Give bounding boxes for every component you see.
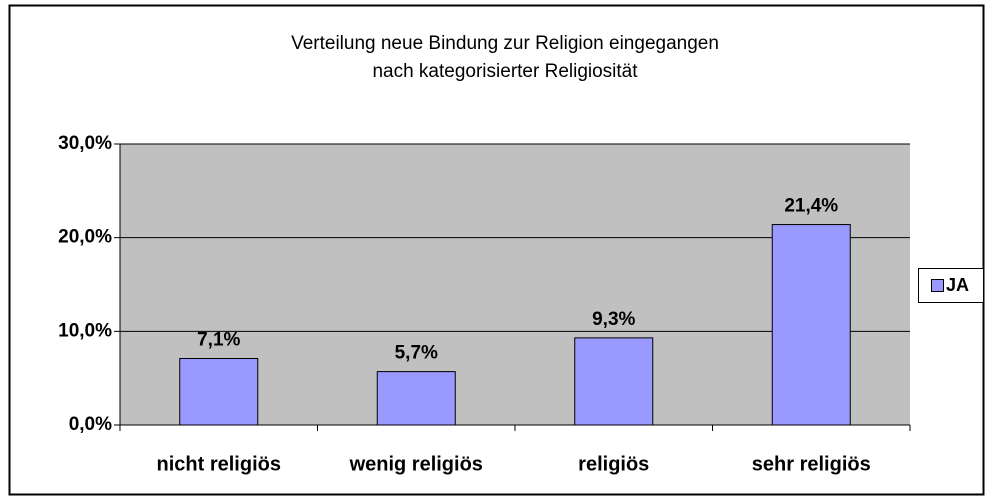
- legend-label: JA: [946, 275, 969, 295]
- y-tick-label: 10,0%: [58, 320, 112, 341]
- x-tick-label: nicht religiös: [157, 453, 281, 475]
- y-tick-label: 0,0%: [69, 414, 112, 435]
- y-tick-label: 30,0%: [58, 133, 112, 154]
- x-tick-label: religiös: [578, 453, 649, 475]
- x-tick-label: sehr religiös: [752, 453, 871, 475]
- bar: [179, 357, 259, 426]
- legend-swatch: [931, 279, 944, 292]
- value-label: 7,1%: [197, 330, 240, 351]
- value-label: 5,7%: [395, 343, 438, 364]
- chart-title: Verteilung neue Bindung zur Religion ein…: [291, 33, 719, 54]
- chart-title: nach kategorisierter Religiosität: [372, 61, 638, 82]
- bar: [376, 371, 456, 426]
- value-label: 9,3%: [592, 309, 635, 330]
- bar: [771, 224, 851, 426]
- legend-box: [918, 268, 984, 303]
- value-label: 21,4%: [784, 196, 838, 217]
- y-tick-label: 20,0%: [58, 227, 112, 248]
- bar: [574, 337, 654, 426]
- x-tick-label: wenig religiös: [349, 453, 483, 475]
- chart-frame: [8, 4, 985, 496]
